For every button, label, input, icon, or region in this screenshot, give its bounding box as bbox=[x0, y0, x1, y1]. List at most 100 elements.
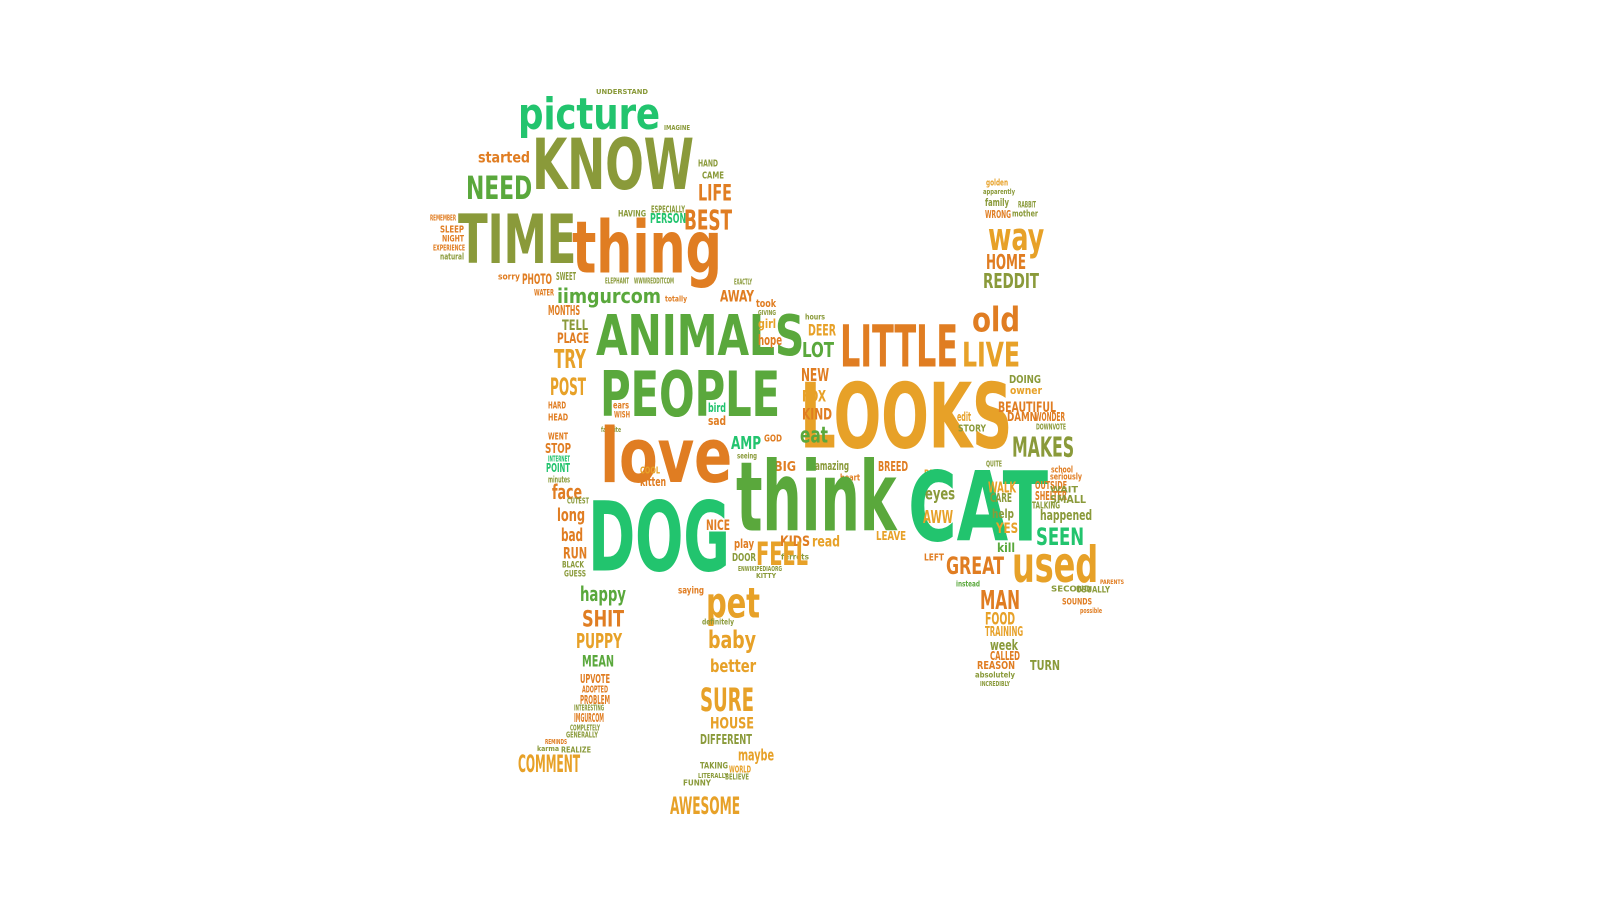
word-amp: AMP bbox=[731, 432, 761, 454]
word-downvote: DOWNVOTE bbox=[1036, 422, 1067, 432]
word-tell: TELL bbox=[562, 316, 588, 334]
word-great: GREAT bbox=[946, 551, 1004, 580]
word-time: TIME bbox=[458, 199, 577, 280]
word-minutes: minutes bbox=[548, 474, 570, 485]
word-damn: DAMN bbox=[1007, 409, 1037, 424]
word-place: PLACE bbox=[557, 329, 589, 347]
word-feel: FEEL bbox=[756, 535, 808, 573]
word-took: took bbox=[756, 297, 776, 310]
word-ears: ears bbox=[613, 399, 630, 411]
word-definitely: definitely bbox=[702, 617, 734, 627]
word-dog: DOG bbox=[588, 481, 730, 594]
word-used: used bbox=[1012, 535, 1099, 594]
word-usually: USUALLY bbox=[1076, 584, 1110, 595]
word-aww: AWW bbox=[923, 506, 954, 528]
word-world: WORLD bbox=[729, 763, 751, 775]
word-breed: BREED bbox=[878, 458, 909, 475]
word-wwwredditcom: WWWREDDITCOM bbox=[634, 276, 674, 286]
word-run: RUN bbox=[563, 543, 588, 563]
word-sure: SURE bbox=[700, 681, 754, 719]
word-enwikipediaorg: ENWIKIPEDIAORG bbox=[738, 564, 782, 573]
word-elephant: ELEPHANT bbox=[605, 276, 629, 286]
word-wonder: WONDER bbox=[1035, 409, 1066, 424]
word-problem: PROBLEM bbox=[580, 692, 610, 707]
word-long: long bbox=[557, 504, 585, 526]
word-old: old bbox=[972, 299, 1021, 340]
word-understand: UNDERSTAND bbox=[596, 87, 648, 96]
word-seen: SEEN bbox=[1036, 522, 1085, 551]
word-sweet: SWEET bbox=[556, 270, 576, 283]
word-family: family bbox=[985, 196, 1009, 209]
word-cool: COOL bbox=[640, 464, 661, 476]
word-outside: OUTSIDE bbox=[1035, 479, 1068, 492]
word-hard: HARD bbox=[548, 399, 567, 411]
word-hours: hours bbox=[805, 312, 826, 322]
word-away: AWAY bbox=[720, 286, 754, 306]
word-god: GOD bbox=[764, 432, 782, 444]
word-cutest: CUTEST bbox=[567, 496, 590, 506]
word-reason: REASON bbox=[977, 659, 1016, 672]
word-mean: MEAN bbox=[582, 651, 614, 671]
word-experience: EXPERIENCE bbox=[433, 243, 465, 253]
word-care: CARE bbox=[990, 490, 1013, 505]
word-cat: CAT bbox=[908, 451, 1048, 564]
word-quite: QUITE bbox=[986, 459, 1003, 469]
word-awesome: AWESOME bbox=[670, 791, 740, 820]
word-having: HAVING bbox=[618, 208, 646, 219]
word-iimgurcom: iimgurcom bbox=[557, 284, 661, 308]
word-head: HEAD bbox=[548, 411, 569, 423]
word-deer: DEER bbox=[808, 320, 836, 340]
word-eyes: eyes bbox=[925, 483, 956, 504]
word-life: LIFE bbox=[698, 180, 732, 206]
word-think: think bbox=[736, 441, 897, 554]
word-little: LITTLE bbox=[840, 312, 958, 381]
word-hope: hope bbox=[758, 331, 783, 349]
word-turn: TURN bbox=[1030, 657, 1061, 674]
word-better: better bbox=[710, 655, 757, 677]
word-week: week bbox=[990, 636, 1018, 654]
word-school: school bbox=[1051, 464, 1073, 475]
word-favorite: favorite bbox=[601, 425, 622, 434]
word-left: LEFT bbox=[924, 551, 944, 563]
word-kids: KIDS bbox=[780, 532, 810, 550]
word-bad: bad bbox=[561, 524, 584, 546]
word-absolutely: absolutely bbox=[975, 670, 1015, 680]
word-happy: happy bbox=[580, 582, 626, 606]
word-puppy: PUPPY bbox=[576, 629, 622, 653]
word-thing: thing bbox=[572, 205, 722, 290]
word-fox: FOX bbox=[802, 386, 827, 406]
word-animals: ANIMALS bbox=[596, 302, 805, 369]
word-giving: GIVING bbox=[758, 308, 776, 317]
word-talking: TALKING bbox=[1032, 499, 1060, 511]
word-owner: owner bbox=[1010, 384, 1042, 397]
word-natural: natural bbox=[440, 251, 465, 262]
word-yes: YES bbox=[996, 519, 1019, 537]
word-seeing: seeing bbox=[737, 451, 758, 461]
word-sorry: sorry bbox=[498, 271, 520, 282]
word-kind: KIND bbox=[802, 404, 833, 424]
word-new: NEW bbox=[801, 364, 829, 386]
word-door: DOOR bbox=[732, 551, 757, 564]
word-know: KNOW bbox=[532, 123, 694, 206]
word-play: play bbox=[734, 536, 755, 551]
word-reminds: REMINDS bbox=[545, 737, 568, 746]
word-exactly: EXACTLY bbox=[734, 277, 753, 287]
word-read: read bbox=[812, 532, 841, 551]
word-way: way bbox=[988, 214, 1045, 260]
word-totally: totally bbox=[665, 294, 688, 304]
word-imgurcom: IMGURCOM bbox=[574, 710, 604, 725]
word-night: NIGHT bbox=[442, 233, 465, 244]
word-maybe: maybe bbox=[738, 745, 774, 765]
word-kitten: kitten bbox=[640, 474, 667, 489]
word-funny: FUNNY bbox=[683, 778, 711, 788]
word-baby: baby bbox=[708, 625, 756, 654]
word-house: HOUSE bbox=[710, 713, 754, 733]
word-seriously: seriously bbox=[1050, 471, 1083, 482]
word-incredibly: INCREDIBLY bbox=[980, 679, 1010, 688]
word-doing: DOING bbox=[1009, 373, 1041, 386]
word-kitty: KITTY bbox=[756, 571, 777, 580]
word-person: PERSON bbox=[650, 210, 687, 227]
word-leave: LEAVE bbox=[876, 528, 906, 543]
word-shit: SHIT bbox=[582, 606, 625, 632]
word-parents: PARENTS bbox=[1100, 578, 1125, 586]
